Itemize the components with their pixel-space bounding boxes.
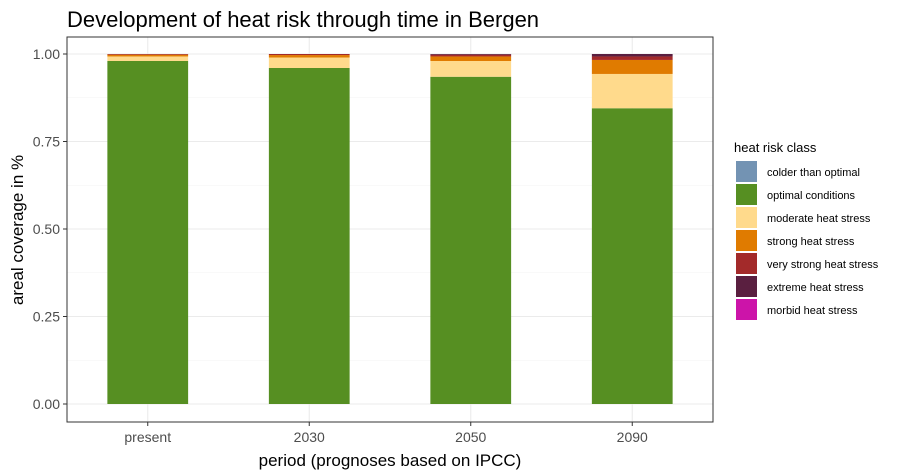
legend-title: heat risk class (734, 140, 817, 155)
legend-label: extreme heat stress (767, 282, 864, 294)
bar-segment (591, 73, 673, 109)
bar-segment (268, 54, 350, 56)
legend-swatch (736, 276, 757, 297)
legend-swatch (736, 207, 757, 228)
legend-label: strong heat stress (767, 236, 855, 248)
bar-segment (430, 56, 512, 61)
y-tick-label: 0.50 (33, 221, 60, 237)
bar-segment (268, 57, 350, 68)
bar-segment (591, 54, 673, 57)
y-tick-label: 0.00 (33, 396, 60, 412)
legend-label: very strong heat stress (767, 259, 879, 271)
bar-segment (591, 56, 673, 60)
legend: heat risk class colder than optimal optim… (734, 140, 879, 320)
bar-segment (430, 54, 512, 55)
bar-segment (430, 61, 512, 77)
bars (107, 54, 673, 404)
legend-swatch (736, 299, 757, 320)
bar-segment (430, 76, 512, 404)
x-axis-ticks: present 2030 2050 2090 (124, 422, 648, 445)
y-tick-label: 0.25 (33, 309, 60, 325)
legend-label: moderate heat stress (767, 213, 871, 225)
x-tick-label: 2030 (294, 429, 325, 445)
bar-segment (107, 54, 189, 55)
x-tick-label: 2050 (455, 429, 486, 445)
y-axis-title: areal coverage in % (8, 155, 27, 305)
y-tick-label: 0.75 (33, 134, 60, 150)
bar-segment (430, 54, 512, 57)
bar-segment (107, 61, 189, 404)
legend-label: optimal conditions (767, 190, 856, 202)
legend-label: morbid heat stress (767, 305, 858, 317)
x-tick-label: present (124, 429, 171, 445)
bar-segment (268, 55, 350, 58)
x-axis-title: period (prognoses based on IPCC) (259, 451, 522, 470)
x-tick-label: 2090 (617, 429, 648, 445)
bar-segment (591, 59, 673, 74)
legend-label: colder than optimal (767, 167, 860, 179)
chart-title: Development of heat risk through time in… (67, 7, 539, 32)
legend-swatch (736, 184, 757, 205)
legend-swatch (736, 161, 757, 182)
legend-swatch (736, 253, 757, 274)
y-axis-ticks: 0.00 0.25 0.50 0.75 1.00 (33, 46, 67, 412)
legend-swatch (736, 230, 757, 251)
bar-segment (107, 56, 189, 61)
bar-segment (591, 108, 673, 404)
y-tick-label: 1.00 (33, 46, 60, 62)
bar-segment (107, 54, 189, 57)
bar-segment (268, 68, 350, 404)
